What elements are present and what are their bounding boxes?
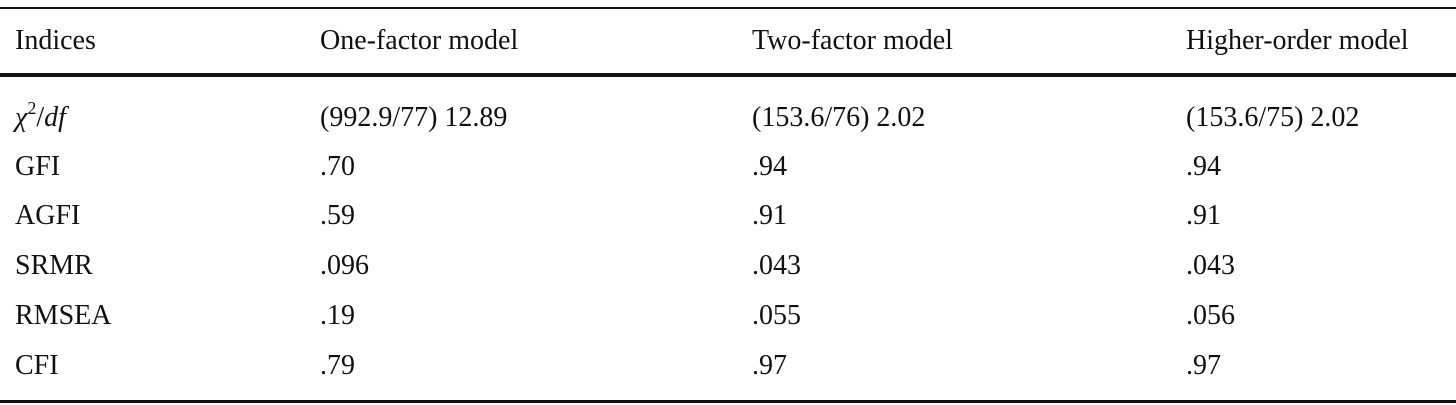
table-cell: .94 bbox=[752, 151, 787, 182]
table-cell: .97 bbox=[1186, 350, 1221, 381]
table-cell: .70 bbox=[320, 151, 355, 182]
formula-cell: χ2/df bbox=[15, 99, 66, 133]
table-cell: .096 bbox=[320, 250, 369, 281]
row-label: AGFI bbox=[15, 200, 81, 231]
header-rule bbox=[0, 73, 1456, 77]
header-cell: Indices bbox=[15, 25, 96, 56]
table-cell: (153.6/76) 2.02 bbox=[752, 102, 926, 133]
table-cell: .94 bbox=[1186, 151, 1221, 182]
table-cell: .056 bbox=[1186, 300, 1235, 331]
table-cell: .79 bbox=[320, 350, 355, 381]
table-cell: .97 bbox=[752, 350, 787, 381]
top-rule bbox=[0, 7, 1456, 9]
table-cell: .59 bbox=[320, 200, 355, 231]
formula-superscript: 2 bbox=[27, 98, 37, 118]
formula-separator: / bbox=[36, 102, 45, 133]
formula-unit: df bbox=[44, 102, 66, 133]
table-cell: .055 bbox=[752, 300, 801, 331]
table-cell: .91 bbox=[1186, 200, 1221, 231]
table-cell: .91 bbox=[752, 200, 787, 231]
header-cell: Higher-order model bbox=[1186, 25, 1409, 56]
row-label: GFI bbox=[15, 151, 61, 182]
table-cell: (153.6/75) 2.02 bbox=[1186, 102, 1360, 133]
row-label: SRMR bbox=[15, 250, 93, 281]
header-cell: One-factor model bbox=[320, 25, 519, 56]
row-label: CFI bbox=[15, 350, 59, 381]
header-cell: Two-factor model bbox=[752, 25, 953, 56]
row-label: RMSEA bbox=[15, 300, 112, 331]
formula-symbol: χ bbox=[15, 102, 28, 133]
bottom-rule bbox=[0, 400, 1456, 403]
table-cell: (992.9/77) 12.89 bbox=[320, 102, 508, 133]
table-cell: .043 bbox=[752, 250, 801, 281]
table-cell: .043 bbox=[1186, 250, 1235, 281]
table-cell: .19 bbox=[320, 300, 355, 331]
